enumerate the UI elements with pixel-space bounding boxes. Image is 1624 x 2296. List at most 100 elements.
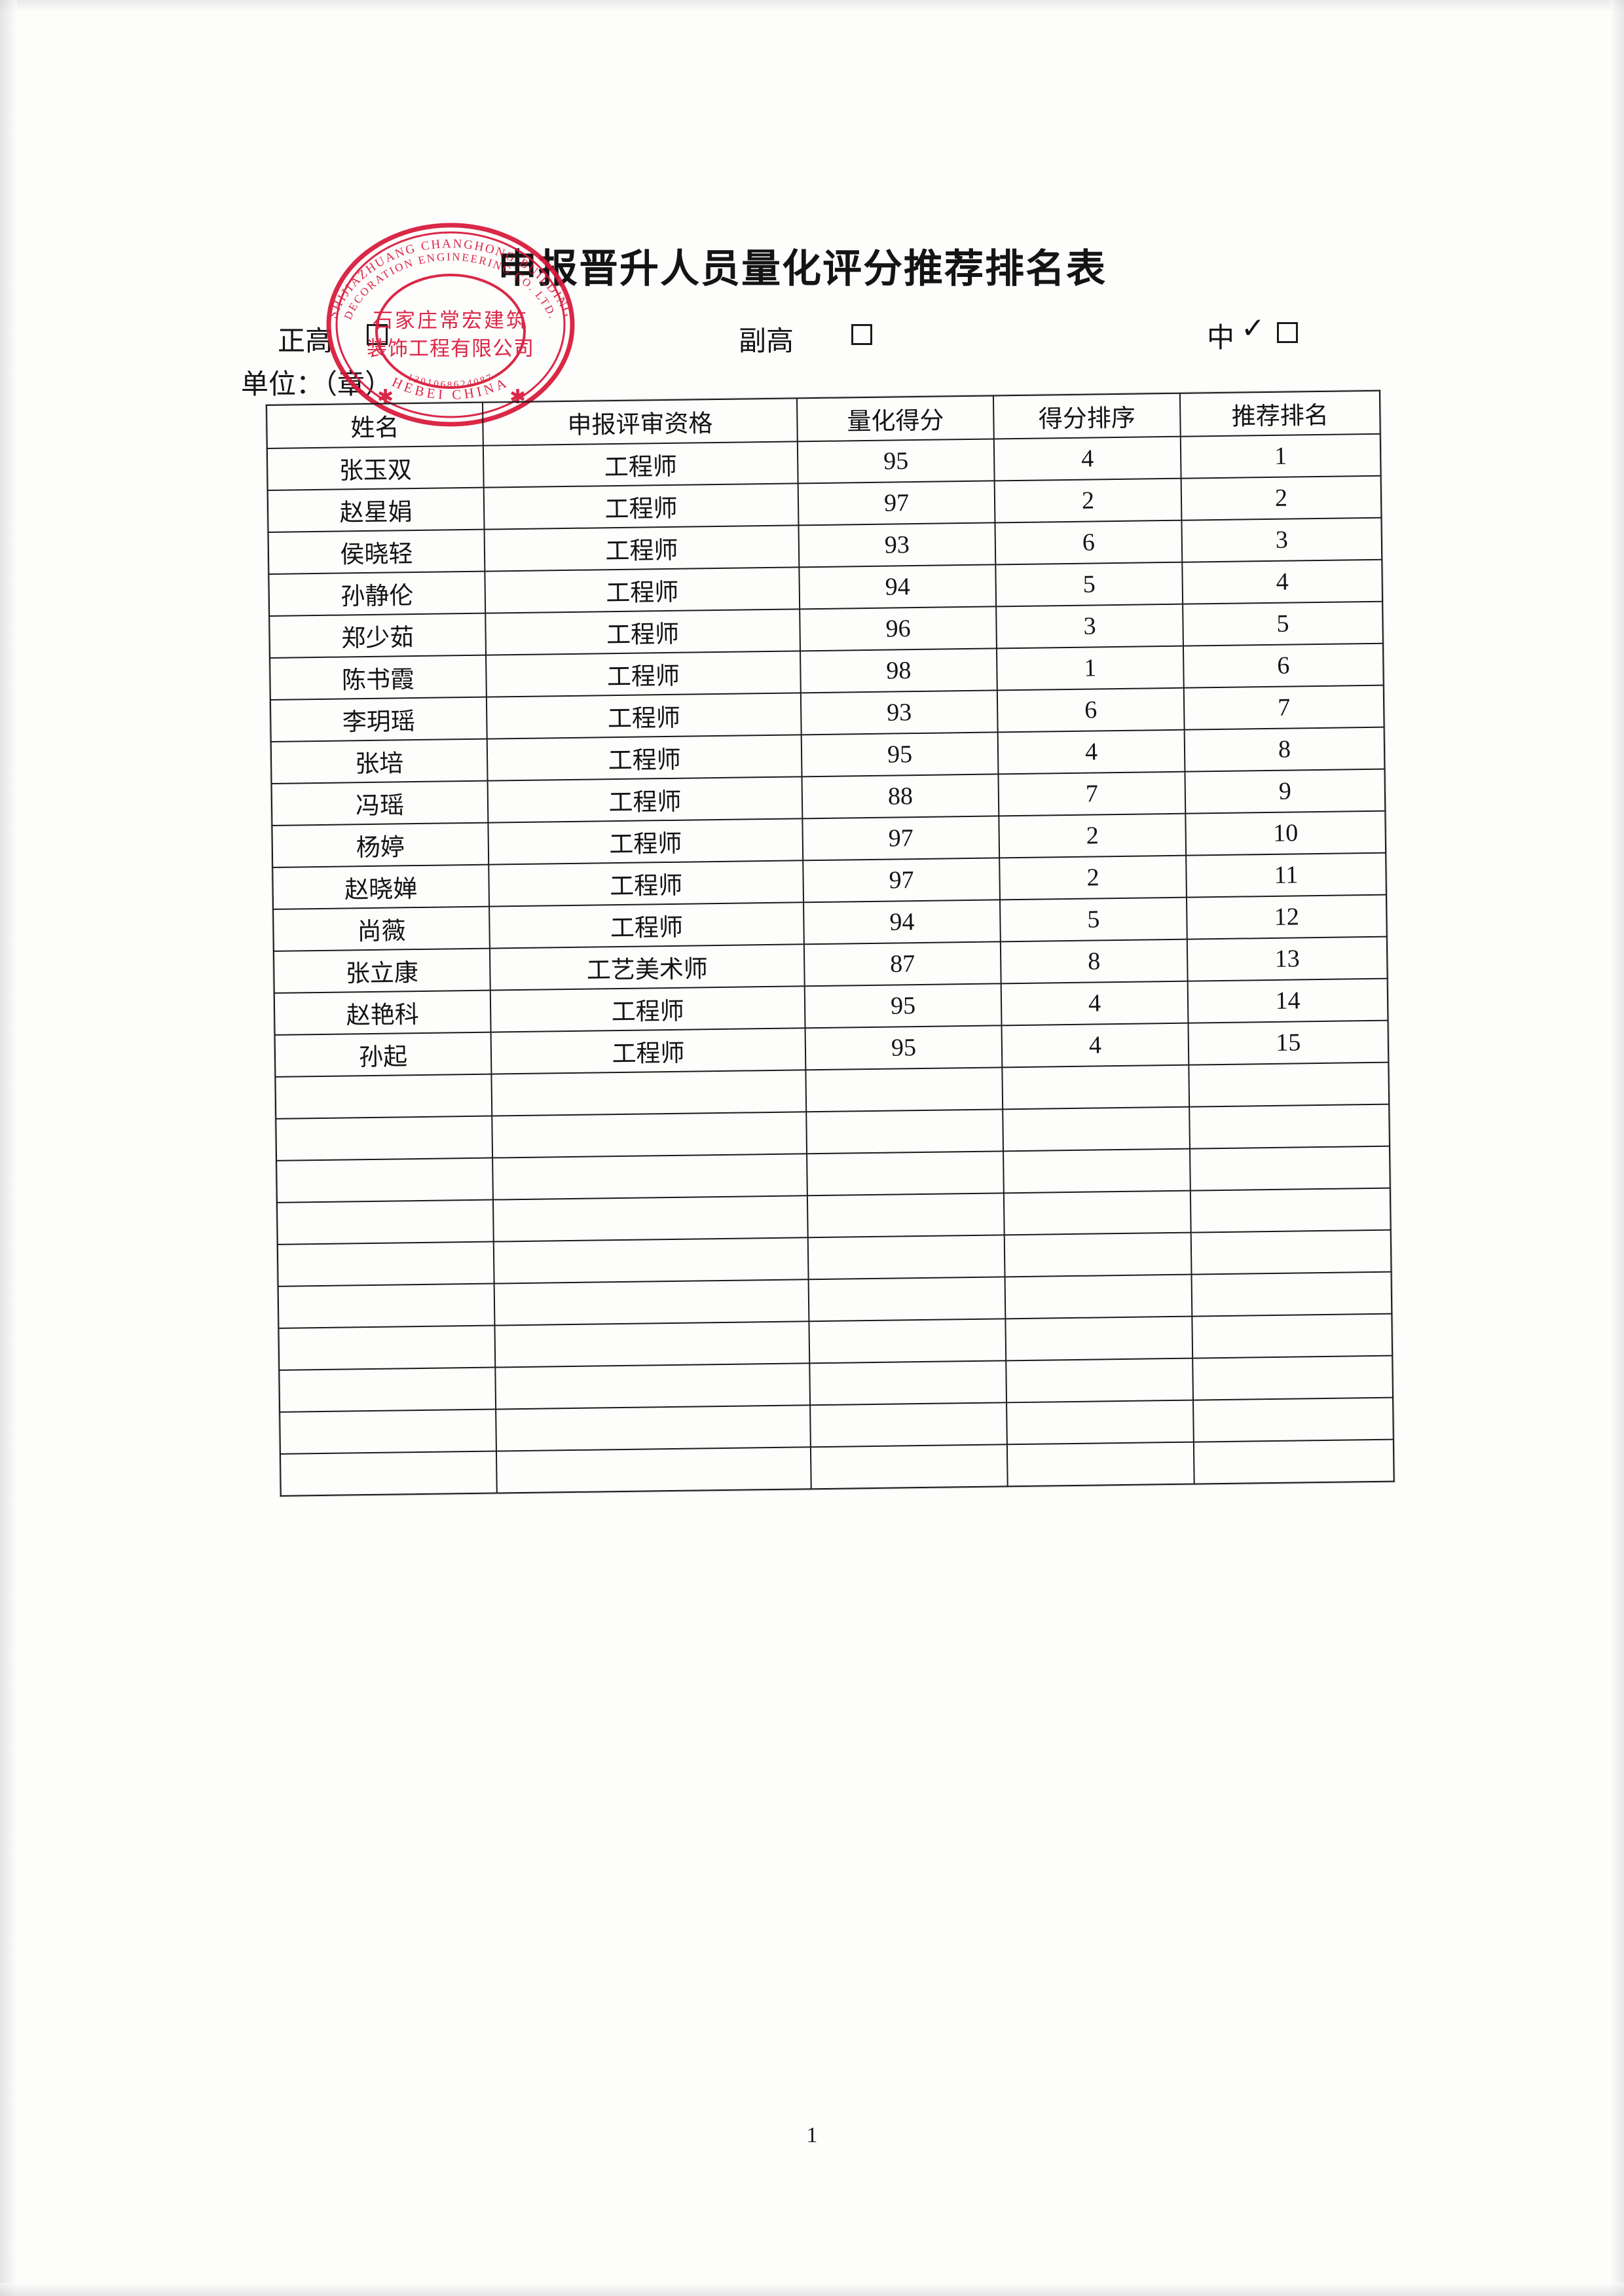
cell-recommend-rank: [1189, 1146, 1390, 1191]
cell-name: 赵星娟: [267, 487, 485, 532]
senior-grade-label: 正高: [278, 327, 333, 357]
cell-recommend-rank: [1192, 1355, 1393, 1400]
cell-name: [276, 1116, 493, 1161]
page-edge-shadow-left: [0, 0, 17, 2296]
cell-recommend-rank: [1190, 1188, 1391, 1233]
ranking-table: 姓名 申报评审资格 量化得分 得分排序 推荐排名 张玉双 工程师 95 4 1 赵星娟 工程…: [265, 389, 1395, 1497]
cell-recommend-rank: 1: [1180, 433, 1381, 479]
seal-english-bottom-text: HEBEI CHINA: [390, 374, 511, 403]
cell-name: 陈书霞: [270, 655, 487, 700]
cell-score: 95: [801, 732, 999, 777]
cell-recommend-rank: [1191, 1271, 1392, 1317]
page-title: 申报晋升人员量化评分推荐排名表: [498, 247, 1107, 291]
cell-recommend-rank: 6: [1183, 643, 1384, 688]
cell-score: 97: [802, 816, 1000, 861]
unit-seal-label: 单位：（章）: [241, 370, 393, 400]
cell-score: 93: [798, 522, 996, 568]
cell-score: [809, 1319, 1006, 1364]
column-header-name: 姓名: [267, 402, 483, 448]
cell-qualification: [492, 1195, 808, 1242]
cell-score-rank: [1006, 1400, 1194, 1445]
senior-grade-checkbox[interactable]: [367, 324, 388, 345]
cell-recommend-rank: 8: [1184, 727, 1385, 772]
column-header-score: 量化得分: [796, 395, 994, 442]
cell-score-rank: [1006, 1358, 1194, 1403]
cell-qualification: 工程师: [486, 651, 801, 697]
cell-score: 87: [803, 941, 1001, 987]
ranking-table-container: 姓名 申报评审资格 量化得分 得分排序 推荐排名 张玉双 工程师 95 4 1 赵星娟 工程…: [265, 389, 1401, 2038]
seal-company-line1: 石家庄常宏建筑: [373, 309, 528, 332]
cell-name: 尚薇: [273, 906, 490, 951]
column-header-recommend-rank: 推荐排名: [1179, 390, 1380, 437]
cell-score-rank: [1003, 1190, 1191, 1235]
cell-score-rank: [1005, 1274, 1192, 1319]
cell-recommend-rank: [1189, 1062, 1390, 1107]
seal-company-line2: 装饰工程有限公司: [367, 337, 534, 360]
cell-name: 郑少茹: [269, 613, 487, 658]
cell-qualification: 工程师: [486, 693, 802, 739]
table-body: 张玉双 工程师 95 4 1 赵星娟 工程师 97 2 2 侯晓轻 工程师 93 6 3 孙静伦 工程师 94 5 4…: [267, 433, 1394, 1496]
cell-name: [278, 1283, 495, 1328]
cell-name: [280, 1409, 496, 1454]
cell-recommend-rank: 7: [1183, 685, 1384, 730]
cell-recommend-rank: [1192, 1313, 1393, 1358]
associate-grade-checkbox[interactable]: [851, 324, 872, 345]
cell-name: 赵晓婵: [272, 864, 490, 909]
cell-score: [806, 1109, 1004, 1154]
cell-qualification: 工程师: [490, 986, 805, 1032]
cell-score-rank: 2: [999, 813, 1187, 858]
cell-recommend-rank: 3: [1181, 517, 1382, 562]
cell-recommend-rank: 11: [1186, 852, 1386, 898]
checkmark-icon: ✓: [1241, 312, 1265, 345]
cell-score-rank: 5: [995, 562, 1183, 607]
cell-qualification: [494, 1279, 809, 1326]
cell-qualification: [494, 1321, 810, 1368]
cell-recommend-rank: 5: [1183, 601, 1383, 646]
cell-score: 96: [800, 606, 997, 651]
cell-qualification: 工程师: [487, 776, 803, 823]
cell-score: [809, 1360, 1007, 1406]
cell-score-rank: 5: [999, 897, 1187, 942]
cell-score-rank: 6: [997, 687, 1185, 733]
page-edge-shadow-top: [0, 0, 1624, 12]
cell-recommend-rank: [1193, 1439, 1394, 1484]
cell-qualification: 工程师: [483, 483, 799, 530]
cell-qualification: 工程师: [485, 609, 800, 655]
cell-name: 孙静伦: [268, 571, 486, 616]
cell-score: [807, 1151, 1004, 1196]
page-number: 1: [806, 2123, 818, 2147]
column-header-qualification: 申报评审资格: [482, 398, 798, 446]
cell-name: [278, 1325, 496, 1370]
cell-name: 张玉双: [267, 445, 484, 490]
cell-score: 94: [803, 900, 1001, 945]
cell-score-rank: [1002, 1065, 1190, 1110]
cell-score: 95: [804, 983, 1002, 1029]
cell-score-rank: [1005, 1316, 1193, 1361]
cell-qualification: [496, 1447, 811, 1493]
cell-qualification: [495, 1363, 811, 1410]
cell-recommend-rank: 15: [1188, 1020, 1389, 1065]
cell-recommend-rank: [1189, 1104, 1390, 1149]
cell-score-rank: [1003, 1148, 1190, 1194]
cell-qualification: 工程师: [488, 818, 803, 865]
cell-score: [810, 1402, 1007, 1448]
cell-score-rank: 2: [994, 478, 1182, 523]
cell-name: 李玥瑶: [270, 697, 487, 742]
cell-score-rank: [1006, 1442, 1194, 1487]
cell-recommend-rank: 13: [1187, 936, 1388, 981]
cell-score: 97: [798, 481, 995, 526]
cell-qualification: [496, 1405, 811, 1451]
seal-code-text: 1301068624087: [406, 372, 495, 390]
cell-name: 冯瑶: [271, 780, 489, 826]
cell-name: [277, 1241, 494, 1286]
cell-recommend-rank: 4: [1182, 559, 1383, 604]
cell-score: 88: [802, 774, 999, 819]
cell-score: 95: [797, 439, 995, 484]
cell-score-rank: [1004, 1232, 1192, 1277]
cell-recommend-rank: [1193, 1397, 1393, 1442]
cell-name: 张立康: [273, 948, 490, 993]
intermediate-grade-checkbox[interactable]: [1277, 322, 1298, 343]
cell-score: [810, 1444, 1008, 1489]
cell-score-rank: 8: [1000, 939, 1188, 984]
cell-recommend-rank: 9: [1185, 769, 1386, 814]
